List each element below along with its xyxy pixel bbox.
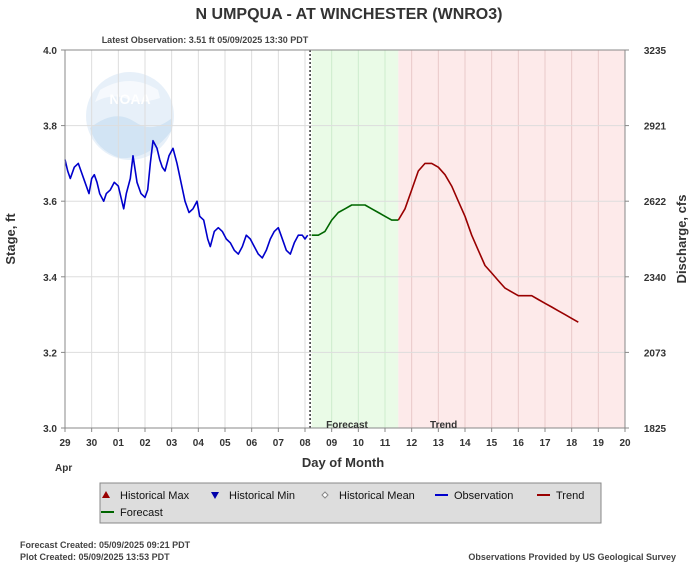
- x-tick-label: 05: [219, 438, 231, 449]
- y-axis-left: 3.0 3.2 3.4 3.6 3.8 4.0: [43, 46, 65, 435]
- x-tick-label: 12: [406, 438, 418, 449]
- legend-historical-min-icon: [211, 492, 219, 499]
- x-tick-label: 18: [566, 438, 578, 449]
- y-tick-label: 4.0: [43, 46, 57, 57]
- x-tick-label: 11: [380, 438, 391, 449]
- x-tick-label: 14: [459, 438, 471, 449]
- x-tick-label: 19: [593, 438, 605, 449]
- x-tick-label: 09: [326, 438, 338, 449]
- forecast-region-label: Forecast: [326, 420, 368, 431]
- legend-label: Historical Max: [120, 490, 190, 502]
- x-tick-label: 20: [619, 438, 631, 449]
- x-tick-label: 07: [273, 438, 285, 449]
- legend-label: Forecast: [120, 507, 163, 519]
- x-axis-label: Day of Month: [302, 455, 384, 470]
- trend-region-label: Trend: [430, 420, 457, 431]
- legend-box: [99, 482, 602, 524]
- trend-region: [398, 50, 625, 428]
- y-right-tick-label: 2073: [644, 348, 667, 359]
- x-tick-label: 29: [59, 438, 71, 449]
- x-tick-label: 16: [513, 438, 525, 449]
- grid: [65, 50, 625, 428]
- legend-label: Observation: [454, 490, 513, 502]
- y-tick-label: 3.2: [43, 348, 57, 359]
- noaa-logo-text: NOAA: [109, 91, 150, 107]
- series-line-observation: [64, 139, 309, 259]
- y-right-tick-label: 2622: [644, 197, 667, 208]
- forecast-region: [311, 50, 399, 428]
- x-tick-label: 13: [433, 438, 445, 449]
- x-tick-label: 15: [486, 438, 498, 449]
- x-tick-label: 08: [299, 438, 311, 449]
- x-tick-label: 02: [139, 438, 151, 449]
- x-tick-label: 10: [353, 438, 365, 449]
- y-tick-label: 3.6: [43, 197, 57, 208]
- y-axis-right-label: Discharge, cfs: [674, 195, 689, 284]
- data-source-text: Observations Provided by US Geological S…: [468, 552, 676, 562]
- x-tick-label: 01: [113, 438, 125, 449]
- series-line-trend: [397, 162, 579, 323]
- x-axis: 29 30 01 02 03 04 05 06 07 08 09 10 11 12 13 14 15 16 17 18…: [59, 428, 631, 449]
- y-tick-label: 3.8: [43, 122, 57, 133]
- chart-title: N UMPQUA - AT WINCHESTER (WNRO3): [196, 6, 503, 23]
- y-right-tick-label: 2921: [644, 122, 667, 133]
- y-tick-label: 3.4: [43, 273, 57, 284]
- plot-created-text: Plot Created: 05/09/2025 13:53 PDT: [20, 552, 170, 562]
- x-axis-month-label: Apr: [55, 463, 72, 474]
- legend: Historical Max Historical Min Historical M…: [101, 490, 584, 519]
- x-tick-label: 30: [86, 438, 98, 449]
- noaa-logo: NOAA: [86, 72, 174, 160]
- plot-border: [64, 49, 626, 429]
- x-tick-label: 17: [539, 438, 551, 449]
- legend-historical-max-icon: [102, 491, 110, 498]
- y-tick-label: 3.0: [43, 424, 57, 435]
- y-axis-right: 1825 2073 2340 2622 2921 3235: [625, 46, 667, 435]
- legend-historical-mean-icon: [321, 491, 329, 499]
- legend-label: Historical Mean: [339, 490, 415, 502]
- chart-subtitle: Latest Observation: 3.51 ft 05/09/2025 1…: [102, 35, 309, 45]
- forecast-created-text: Forecast Created: 05/09/2025 09:21 PDT: [20, 540, 191, 550]
- series-line-forecast: [311, 204, 399, 236]
- x-tick-label: 04: [193, 438, 205, 449]
- y-right-tick-label: 3235: [644, 46, 667, 57]
- y-right-tick-label: 1825: [644, 424, 667, 435]
- x-tick-label: 06: [246, 438, 258, 449]
- y-right-tick-label: 2340: [644, 273, 667, 284]
- series-lines: [64, 139, 579, 323]
- x-tick-label: 03: [166, 438, 178, 449]
- y-axis-label: Stage, ft: [3, 213, 18, 265]
- legend-label: Trend: [556, 490, 584, 502]
- legend-label: Historical Min: [229, 490, 295, 502]
